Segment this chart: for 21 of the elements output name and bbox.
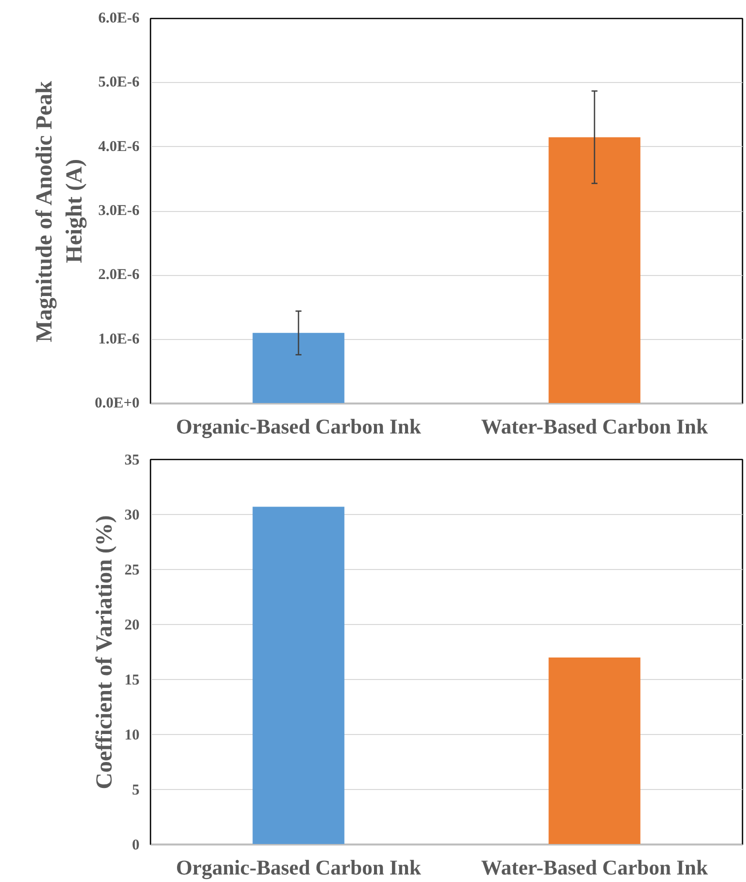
y-tick-label: 6.0E-6 [98,10,140,26]
y-tick-label: 10 [124,728,140,744]
x-tick-label: Water-Based Carbon Ink [481,856,708,880]
y-axis-title: Magnitude of Anodic Peak Height (A) [32,80,88,342]
y-tick-label: 4.0E-6 [98,138,140,155]
y-tick-label: 35 [124,452,140,468]
x-tick-label: Organic-Based Carbon Ink [176,414,422,438]
y-tick-label: 0 [132,838,140,854]
y-tick-label: 25 [124,562,140,578]
y-tick-label: 5 [132,782,140,798]
y-tick-label: 5.0E-6 [98,74,140,91]
y-tick-label: 2.0E-6 [98,267,140,284]
y-tick-label: 30 [124,508,140,524]
y-tick-label: 15 [124,672,140,688]
y-tick-label: 20 [124,618,140,634]
y-tick-label: 3.0E-6 [98,203,140,219]
y-tick-label: 0.0E+0 [94,396,140,412]
y-axis-title: Coefficient of Variation (%) [92,515,116,790]
x-tick-label: Organic-Based Carbon Ink [176,856,422,880]
x-tick-label: Water-Based Carbon Ink [481,414,708,438]
y-tick-label: 1.0E-6 [98,331,140,348]
